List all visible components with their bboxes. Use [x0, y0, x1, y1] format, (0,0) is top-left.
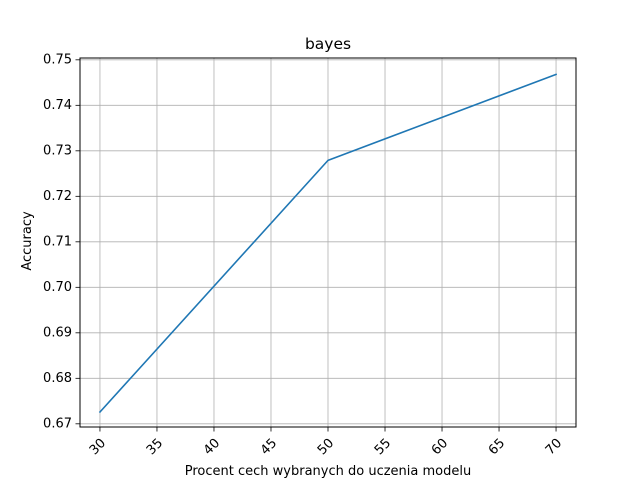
- y-tick-label: 0.70: [43, 280, 72, 295]
- grid: [80, 58, 576, 427]
- y-tick-label: 0.73: [43, 143, 72, 158]
- series-lines: [98, 73, 558, 414]
- x-axis-title: Procent cech wybranych do uczenia modelu: [185, 464, 471, 479]
- y-tick-label: 0.75: [43, 52, 72, 67]
- series-line: [98, 73, 558, 414]
- y-tick-label: 0.74: [43, 98, 72, 113]
- y-tick-label: 0.72: [43, 189, 72, 204]
- y-axis-ticks: 0.67 0.68 0.69 0.70 0.71 0.72 0.73 0.74 0.75: [43, 52, 80, 431]
- y-tick-label: 0.71: [43, 234, 72, 249]
- chart-title: bayes: [305, 35, 351, 53]
- y-tick-label: 0.68: [43, 371, 72, 386]
- y-tick-label: 0.69: [43, 325, 72, 340]
- y-axis-title: Accuracy: [20, 211, 35, 271]
- y-tick-label: 0.67: [43, 416, 72, 431]
